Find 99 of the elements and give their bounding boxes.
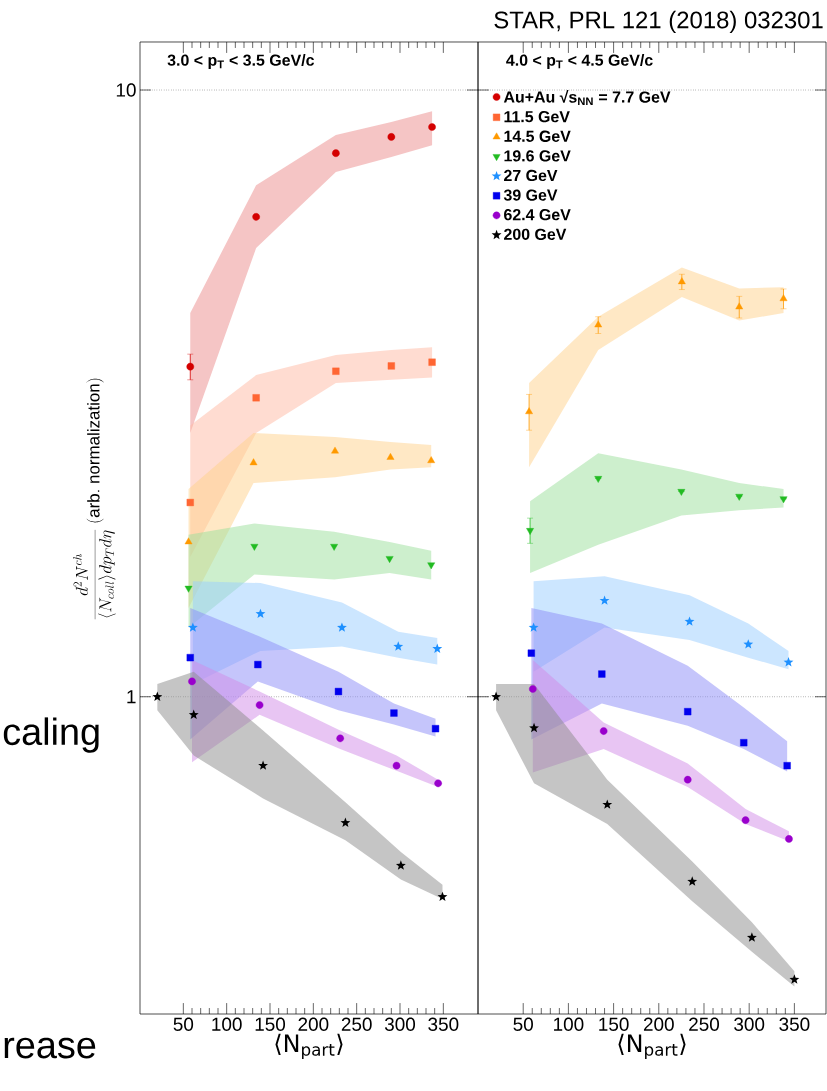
x-tick-label: 100 bbox=[212, 1017, 242, 1031]
point bbox=[783, 762, 791, 770]
legend-label: 27 GeV bbox=[504, 169, 558, 182]
point bbox=[255, 701, 264, 709]
text: caling bbox=[3, 717, 99, 753]
point bbox=[152, 691, 163, 701]
point bbox=[779, 294, 788, 301]
x-tick-label: 250 bbox=[689, 1017, 720, 1031]
point bbox=[186, 654, 194, 662]
legend-label: 62.4 GeV bbox=[504, 209, 571, 221]
point bbox=[331, 446, 339, 454]
y-tick-label: 1 bbox=[127, 690, 136, 704]
point bbox=[687, 876, 698, 886]
point bbox=[432, 643, 443, 653]
legend-label: Au+Au √s$_{NN}$ = 7.7 GeV bbox=[503, 89, 671, 106]
point bbox=[385, 556, 394, 563]
point bbox=[783, 657, 794, 667]
point bbox=[525, 407, 533, 415]
point bbox=[252, 394, 260, 402]
point bbox=[677, 489, 686, 496]
y-axis-title: $\frac{d^{2}N^{ch}}{\langle N_{coll}\rangle dp_{T}d\eta}\ \mathrm{(arb.\ normalization)}$ bbox=[73, 378, 116, 620]
x-tick-label: 100 bbox=[554, 1017, 584, 1031]
point bbox=[188, 677, 196, 686]
point bbox=[678, 277, 686, 285]
x-tick-label: 50 bbox=[513, 1017, 533, 1031]
point bbox=[330, 544, 338, 551]
point bbox=[529, 685, 537, 693]
point bbox=[340, 817, 351, 827]
point bbox=[428, 358, 436, 366]
point bbox=[390, 709, 398, 717]
x-tick-label: 300 bbox=[384, 1017, 416, 1031]
x-tick-label: 200 bbox=[298, 1017, 329, 1031]
point bbox=[528, 622, 539, 632]
x-tick-label: 350 bbox=[779, 1017, 810, 1031]
point bbox=[746, 932, 757, 942]
point bbox=[598, 670, 606, 678]
point bbox=[594, 320, 603, 328]
point bbox=[735, 494, 744, 501]
point bbox=[427, 562, 436, 570]
point bbox=[336, 734, 344, 743]
x-tick-label: 350 bbox=[428, 1017, 459, 1031]
point bbox=[184, 537, 193, 545]
point bbox=[529, 722, 539, 733]
point bbox=[392, 761, 401, 770]
point bbox=[395, 860, 406, 870]
x-tick-label: 50 bbox=[173, 1017, 194, 1031]
point bbox=[526, 528, 534, 535]
x-tick-label: 150 bbox=[255, 1017, 286, 1031]
point bbox=[779, 496, 788, 504]
point bbox=[594, 476, 603, 483]
text: rease bbox=[4, 1037, 96, 1059]
point bbox=[258, 760, 268, 770]
point bbox=[187, 622, 198, 632]
point bbox=[337, 622, 347, 632]
x-tick-label: 150 bbox=[599, 1017, 629, 1031]
point bbox=[387, 362, 395, 370]
point bbox=[393, 641, 404, 651]
point bbox=[186, 362, 195, 371]
point bbox=[740, 739, 748, 747]
point bbox=[785, 835, 793, 843]
point bbox=[431, 725, 440, 733]
point bbox=[186, 498, 194, 507]
point bbox=[254, 660, 262, 669]
legend-label: 14.5 GeV bbox=[504, 130, 571, 142]
point bbox=[684, 708, 692, 716]
point bbox=[789, 974, 800, 984]
point bbox=[250, 544, 259, 551]
point bbox=[735, 302, 744, 310]
point bbox=[249, 458, 258, 466]
legend-label: 19.6 GeV bbox=[504, 150, 571, 162]
point bbox=[527, 649, 535, 657]
x-tick-label: 200 bbox=[643, 1017, 674, 1031]
point bbox=[386, 453, 395, 460]
x-tick-label: 250 bbox=[341, 1017, 372, 1031]
point bbox=[334, 687, 343, 696]
x-axis-title: ⟨N$_{part}$⟩ bbox=[618, 1033, 686, 1060]
point bbox=[599, 595, 610, 605]
point bbox=[741, 816, 750, 824]
x-tick-label: 300 bbox=[734, 1017, 765, 1031]
legend-label: 11.5 GeV bbox=[504, 111, 570, 123]
y-tick-label: 10 bbox=[116, 83, 136, 97]
point bbox=[599, 727, 608, 735]
point bbox=[332, 367, 340, 375]
x-axis-title: ⟨N$_{part}$⟩ bbox=[275, 1033, 343, 1060]
point bbox=[602, 799, 613, 809]
point bbox=[427, 456, 436, 463]
point bbox=[437, 891, 448, 902]
point bbox=[434, 779, 442, 788]
point bbox=[255, 608, 266, 618]
text: STAR, PRL 121 (2018) 032301 bbox=[494, 10, 823, 34]
point bbox=[491, 691, 502, 701]
point bbox=[683, 775, 692, 784]
text: 4.0 < p$_{T}$ < 4.5 GeV/c bbox=[506, 54, 653, 69]
text: 3.0 < p$_{T}$ < 3.5 GeV/c bbox=[167, 54, 315, 69]
point bbox=[684, 616, 695, 626]
point bbox=[184, 585, 193, 593]
point bbox=[188, 709, 199, 719]
legend-label: 39 GeV bbox=[503, 189, 558, 201]
legend-label: 200 GeV bbox=[504, 228, 567, 240]
